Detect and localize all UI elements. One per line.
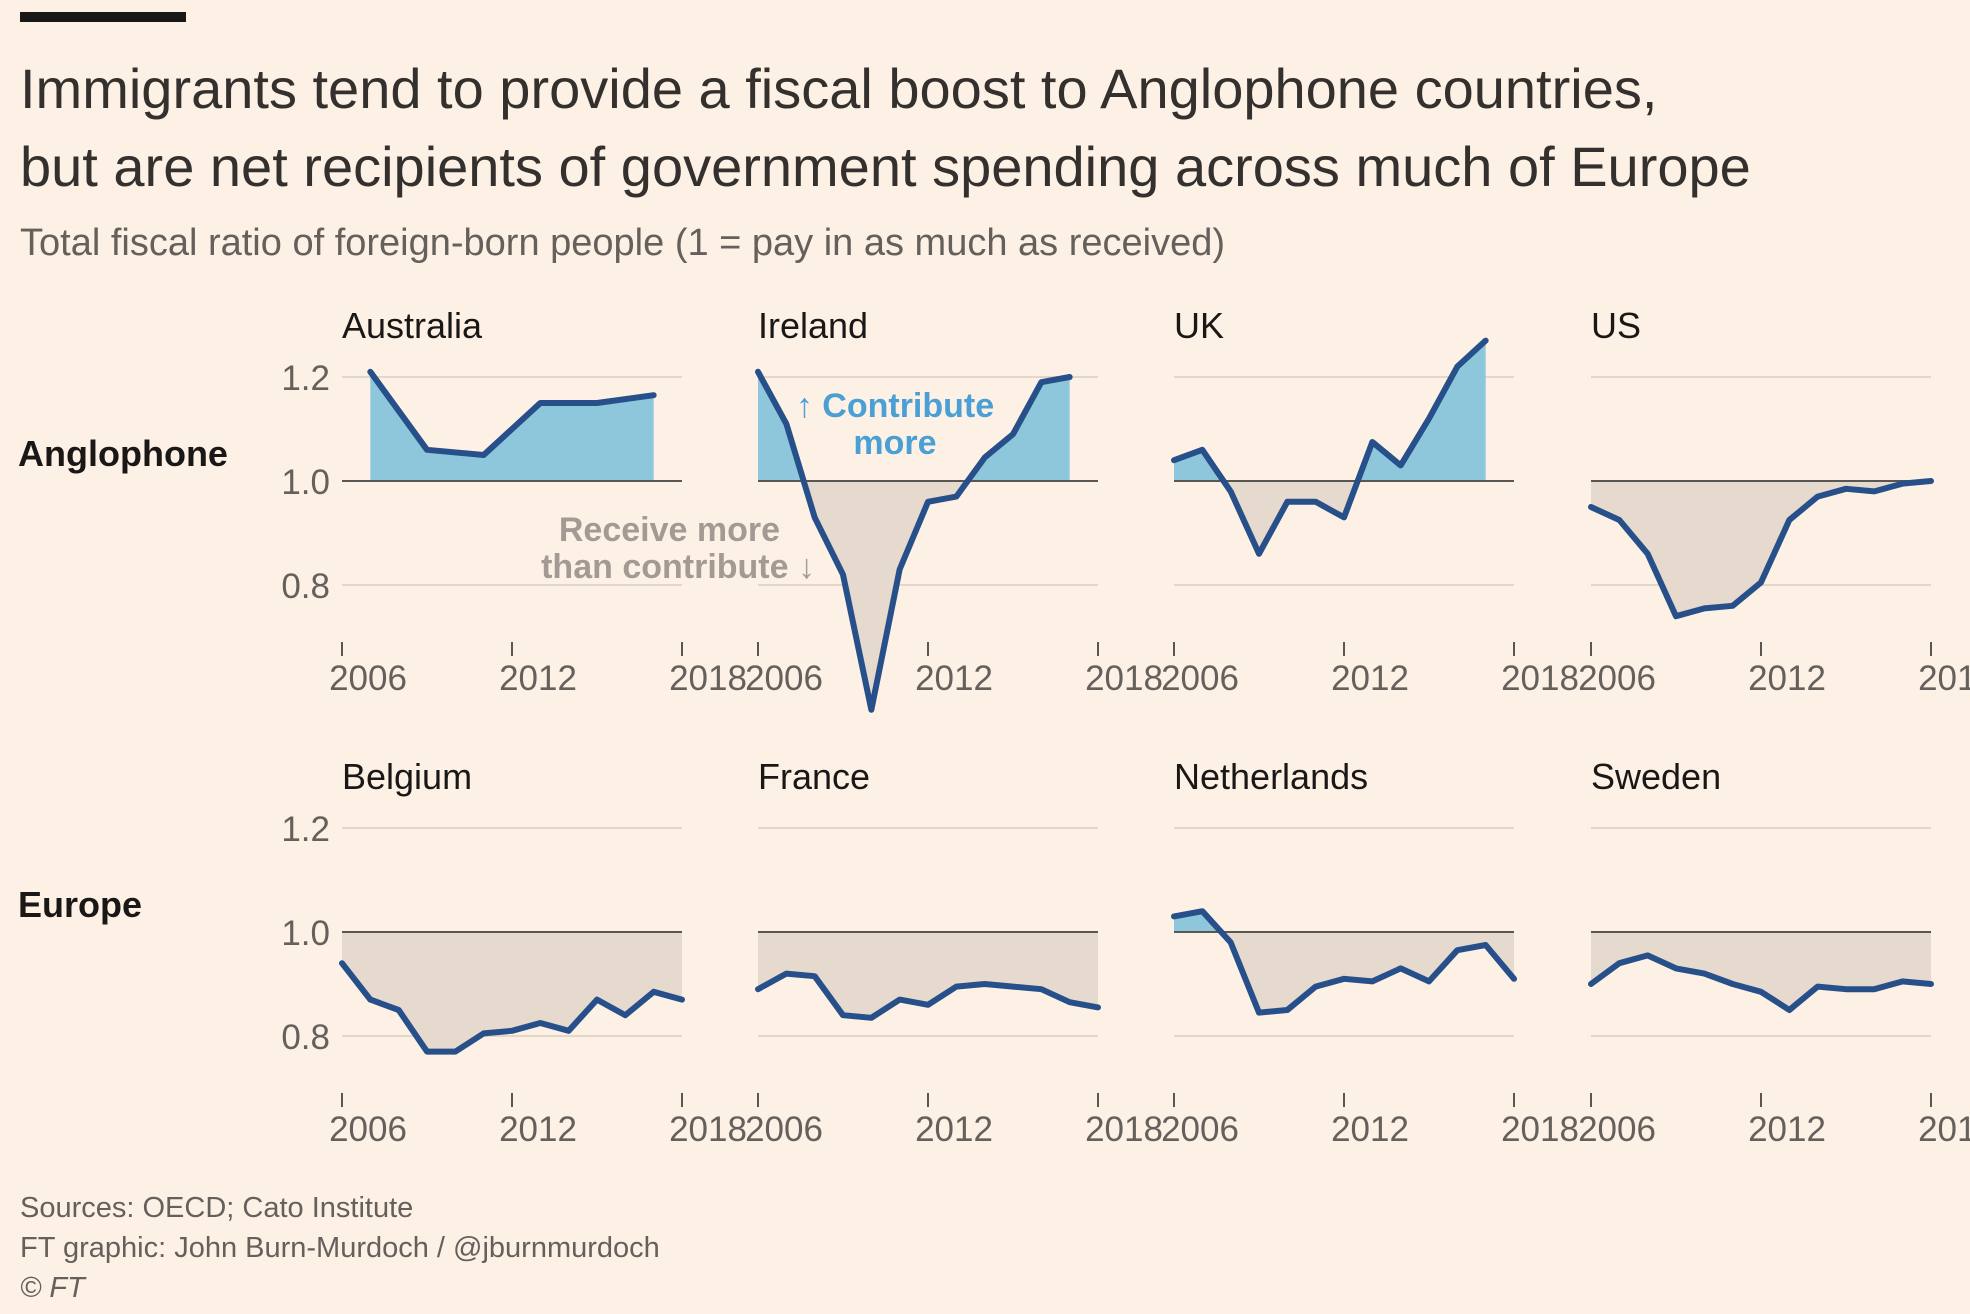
area-below-baseline: [1591, 932, 1931, 1010]
group-label-anglophone: Anglophone: [18, 433, 228, 474]
x-tick-label: 2006: [1161, 659, 1239, 698]
x-tick-label: 2018: [1918, 659, 1970, 698]
x-tick-label: 2006: [329, 659, 407, 698]
area-above-baseline: [1174, 911, 1514, 932]
x-tick-label: 2018: [669, 1110, 747, 1149]
annotation-receive-more: Receive more: [559, 511, 780, 549]
panel-title-netherlands: Netherlands: [1174, 756, 1368, 797]
x-tick-label: 2006: [745, 659, 823, 698]
annotation-contribute-more: ↑ Contribute: [796, 387, 994, 425]
x-tick-label: 2012: [915, 1110, 993, 1149]
credit-text: FT graphic: John Burn-Murdoch / @jburnmu…: [20, 1232, 660, 1264]
x-tick-label: 2012: [1331, 1110, 1409, 1149]
area-below-baseline: [758, 481, 1070, 710]
panel-title-uk: UK: [1174, 305, 1224, 346]
y-tick-label: 1.2: [281, 359, 330, 398]
x-tick-label: 2018: [669, 659, 747, 698]
panel-sweden: 2006 2012 2018 Sweden: [1578, 756, 1970, 1149]
y-tick-label: 0.8: [281, 567, 330, 606]
y-tick-label: 1.2: [281, 810, 330, 849]
annotation-contribute-more-2: more: [853, 424, 936, 462]
area-below-baseline: [758, 932, 1098, 1018]
panel-title-ireland: Ireland: [758, 305, 868, 346]
footer: Sources: OECD; Cato Institute FT graphic…: [20, 1188, 660, 1308]
series-line-uk: [1171, 337, 1489, 557]
group-label-europe: Europe: [18, 884, 142, 925]
y-tick-label: 0.8: [281, 1018, 330, 1057]
x-tick-label: 2006: [1161, 1110, 1239, 1149]
x-tick-label: 2006: [329, 1110, 407, 1149]
x-tick-label: 2012: [1331, 659, 1409, 698]
x-tick-label: 2012: [915, 659, 993, 698]
area-below-baseline: [1174, 932, 1514, 1013]
x-tick-label: 2006: [745, 1110, 823, 1149]
x-tick-label: 2018: [1501, 1110, 1579, 1149]
panel-title-belgium: Belgium: [342, 756, 472, 797]
panel-title-sweden: Sweden: [1591, 756, 1721, 797]
x-tick-label: 2018: [1085, 659, 1163, 698]
annotation-receive-more-2: than contribute ↓: [541, 548, 815, 586]
panel-australia: 2006 2012 2018 Australia: [329, 305, 747, 698]
area-below-baseline: [1591, 481, 1931, 617]
area-above-baseline: [1174, 340, 1486, 481]
title-line-1: Immigrants tend to provide a fiscal boos…: [20, 57, 1658, 120]
panel-belgium: 2006 2012 2018 Belgium: [329, 756, 747, 1149]
y-tick-label: 1.0: [281, 914, 330, 953]
panel-ireland: 2006 2012 2018 Ireland: [745, 305, 1163, 713]
title-line-2: but are net recipients of government spe…: [20, 135, 1751, 198]
series-line-australia: [367, 368, 657, 458]
series-line-ireland: [755, 368, 1073, 713]
panel-us: 2006 2012 2018 US: [1578, 305, 1970, 698]
chart-subtitle: Total fiscal ratio of foreign-born peopl…: [20, 222, 1226, 264]
ft-top-bar: [20, 12, 186, 22]
x-tick-label: 2018: [1918, 1110, 1970, 1149]
x-tick-label: 2012: [1748, 659, 1826, 698]
panel-title-us: US: [1591, 305, 1641, 346]
panel-france: 2006 2012 2018 France: [745, 756, 1163, 1149]
sources-text: Sources: OECD; Cato Institute: [20, 1192, 414, 1224]
x-tick-label: 2018: [1501, 659, 1579, 698]
panel-uk: 2006 2012 2018 UK: [1161, 305, 1579, 698]
chart-title: Immigrants tend to provide a fiscal boos…: [20, 50, 1920, 206]
x-tick-label: 2006: [1578, 659, 1656, 698]
panel-title-france: France: [758, 756, 870, 797]
y-tick-label: 1.0: [281, 463, 330, 502]
x-tick-label: 2018: [1085, 1110, 1163, 1149]
x-tick-label: 2012: [499, 659, 577, 698]
x-tick-label: 2012: [1748, 1110, 1826, 1149]
panel-netherlands: 2006 2012 2018 Netherlands: [1161, 756, 1579, 1149]
copyright-text: © FT: [20, 1272, 85, 1304]
x-tick-label: 2006: [1578, 1110, 1656, 1149]
x-tick-label: 2012: [499, 1110, 577, 1149]
area-below-baseline: [342, 932, 682, 1052]
panel-title-australia: Australia: [342, 305, 483, 346]
